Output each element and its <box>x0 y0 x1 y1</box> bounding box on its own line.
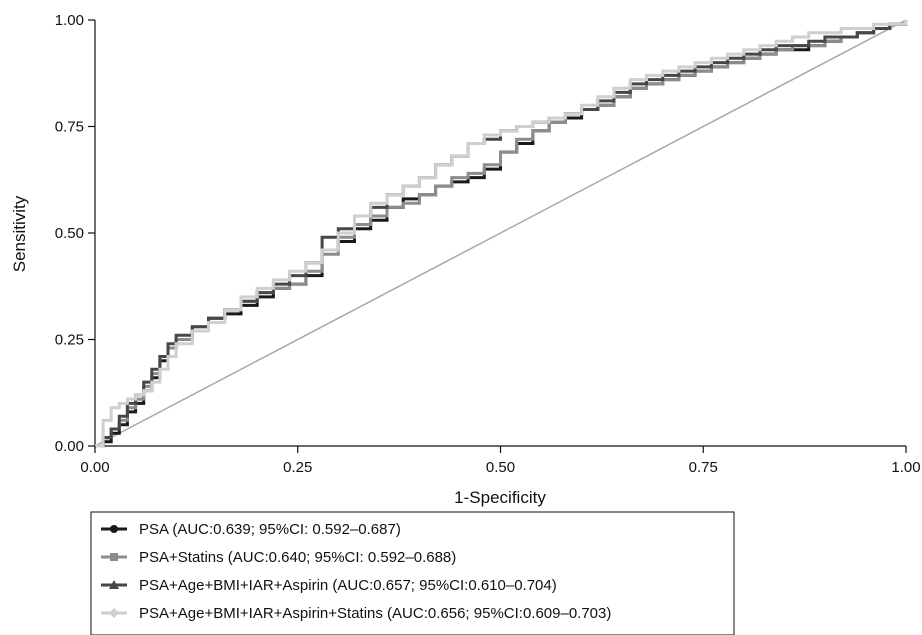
x-tick-label: 0.75 <box>689 459 718 476</box>
roc-curve-series-4 <box>95 20 908 448</box>
y-axis: 0.00 0.25 0.50 0.75 1.00 <box>55 12 95 455</box>
x-tick-label: 0.00 <box>80 459 109 476</box>
legend-marker-2 <box>110 553 118 561</box>
y-tick-label: 1.00 <box>55 12 84 29</box>
legend-label-1: PSA (AUC:0.639; 95%CI: 0.592–0.687) <box>139 521 401 538</box>
legend-marker-4 <box>109 608 119 618</box>
y-tick-label: 0.25 <box>55 332 84 349</box>
reference-diagonal-line <box>94 19 907 447</box>
x-axis: 0.00 0.25 0.50 0.75 1.00 <box>80 446 921 476</box>
y-tick-label: 0.00 <box>55 438 84 455</box>
series-layer <box>95 20 908 448</box>
legend: PSA (AUC:0.639; 95%CI: 0.592–0.687) PSA+S… <box>90 511 735 635</box>
legend-label-3: PSA+Age+BMI+IAR+Aspirin (AUC:0.657; 95%C… <box>139 577 557 594</box>
y-axis-title: Sensitivity <box>10 195 29 272</box>
legend-label-2: PSA+Statins (AUC:0.640; 95%CI: 0.592–0.6… <box>139 549 456 566</box>
y-tick-label: 0.50 <box>55 225 84 242</box>
x-axis-title: 1-Specificity <box>454 488 546 507</box>
x-tick-label: 0.50 <box>486 459 515 476</box>
y-tick-label: 0.75 <box>55 119 84 136</box>
legend-marker-1 <box>110 525 118 533</box>
reference-line-layer <box>94 19 907 447</box>
x-tick-label: 0.25 <box>283 459 312 476</box>
x-tick-label: 1.00 <box>891 459 920 476</box>
legend-marker-3 <box>109 580 119 589</box>
legend-box <box>90 511 735 635</box>
legend-label-4: PSA+Age+BMI+IAR+Aspirin+Statins (AUC:0.6… <box>139 605 611 622</box>
